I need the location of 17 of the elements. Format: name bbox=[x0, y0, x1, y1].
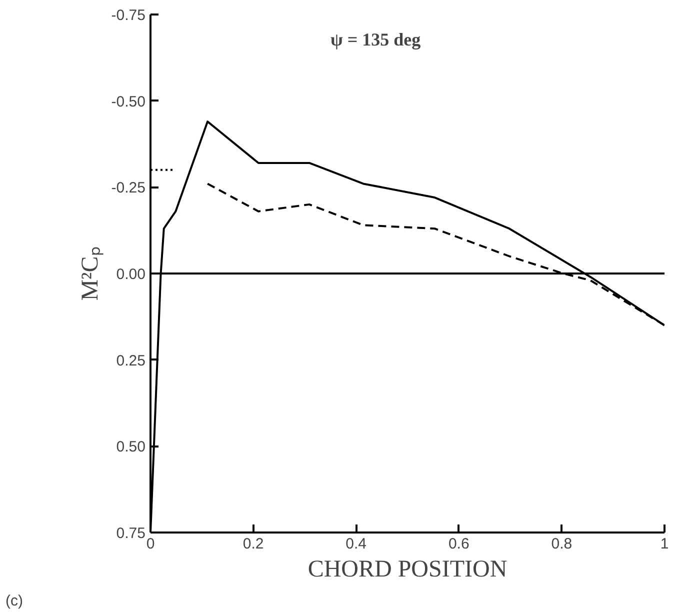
x-tick-label: 0.2 bbox=[242, 536, 264, 552]
y-tick-label: 0.50 bbox=[116, 438, 146, 456]
y-tick-label: -0.25 bbox=[111, 180, 146, 197]
text: ψ = 135 deg bbox=[330, 30, 421, 50]
y-tick-label: 0.75 bbox=[116, 525, 146, 542]
x-tick-label: 0 bbox=[146, 536, 155, 552]
x-axis-title: CHORD POSITION bbox=[308, 556, 508, 582]
x-tick-label: 1 bbox=[660, 536, 669, 552]
y-tick-label: 0.00 bbox=[116, 266, 146, 283]
y-axis-title: M²Cₚ bbox=[77, 246, 104, 301]
y-tick-label: 0.25 bbox=[116, 352, 146, 370]
x-tick-label: 0.6 bbox=[448, 536, 470, 552]
x-tick-label: 0.4 bbox=[346, 536, 367, 552]
text: (c) bbox=[6, 592, 23, 610]
x-tick-label: 0.8 bbox=[551, 536, 572, 552]
y-tick-label: -0.75 bbox=[111, 7, 146, 24]
y-tick-label: -0.50 bbox=[111, 93, 146, 110]
